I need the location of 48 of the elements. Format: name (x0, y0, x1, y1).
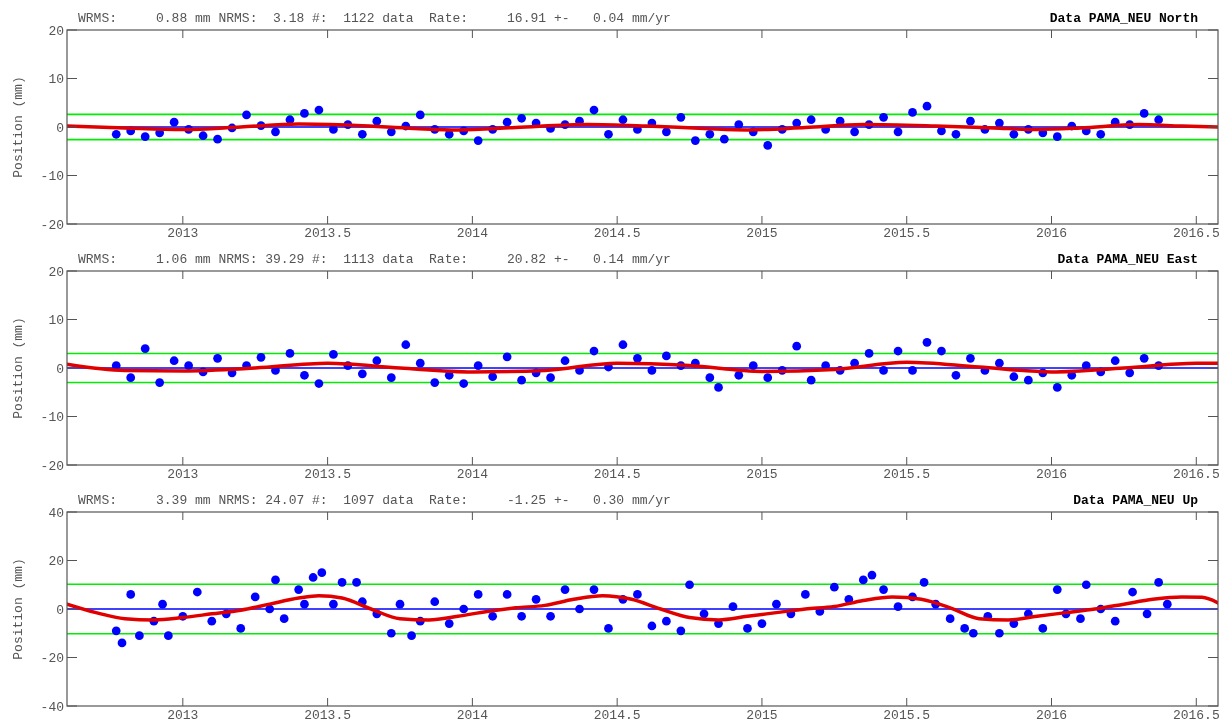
y-tick-label: -20 (40, 651, 64, 667)
x-tick-label: 2016.5 (1172, 708, 1220, 722)
x-tick-label: 2013.5 (304, 467, 352, 482)
y-tick-label: -10 (40, 410, 64, 426)
x-tick-label: 2016 (1035, 226, 1068, 241)
x-tick-label: 2014.5 (593, 708, 641, 722)
y-tick-label: 10 (48, 313, 64, 329)
x-tick-label: 2014 (456, 467, 489, 482)
x-tick-label: 2016.5 (1172, 467, 1220, 482)
y-tick-label: 20 (48, 23, 64, 39)
x-tick-label: 2013 (167, 708, 199, 722)
y-tick-label: 0 (56, 361, 64, 377)
chart-subtitle: WRMS: 0.88 mm NRMS: 3.18 #: 1122 data Rate: 16.91 +- 0.04 mm/yr (78, 11, 671, 26)
x-tick-label: 2016 (1035, 467, 1068, 482)
y-axis-title: Position (mm) (11, 317, 26, 419)
chart-title: Data PAMA_NEU North (1049, 11, 1199, 26)
x-tick-label: 2014 (456, 226, 489, 241)
y-tick-label: -40 (40, 699, 64, 715)
x-tick-label: 2015.5 (883, 226, 931, 241)
x-tick-label: 2015.5 (883, 467, 931, 482)
chart-subtitle: WRMS: 3.39 mm NRMS: 24.07 #: 1097 data Rate: -1.25 +- 0.30 mm/yr (78, 493, 671, 508)
y-tick-label: 40 (48, 505, 64, 521)
y-tick-label: -20 (40, 458, 64, 474)
x-tick-label: 2016 (1035, 708, 1068, 722)
x-tick-label: 2013 (167, 467, 199, 482)
x-tick-label: 2014.5 (593, 226, 641, 241)
x-tick-label: 2015.5 (883, 708, 931, 722)
x-tick-label: 2016.5 (1172, 226, 1220, 241)
x-tick-label: 2014 (456, 708, 489, 722)
x-tick-label: 2015 (746, 226, 778, 241)
chart-title: Data PAMA_NEU Up (1073, 493, 1199, 508)
chart-title: Data PAMA_NEU East (1057, 252, 1198, 267)
y-tick-label: 20 (48, 264, 64, 280)
x-tick-label: 2013 (167, 226, 199, 241)
x-tick-label: 2015 (746, 708, 778, 722)
y-tick-label: -20 (40, 217, 64, 233)
y-tick-label: -10 (40, 169, 64, 185)
y-axis-title: Position (mm) (11, 76, 26, 178)
x-tick-label: 2014.5 (593, 467, 641, 482)
y-tick-label: 0 (56, 120, 64, 136)
chart-subtitle: WRMS: 1.06 mm NRMS: 39.29 #: 1113 data Rate: 20.82 +- 0.14 mm/yr (78, 252, 671, 267)
x-tick-label: 2015 (746, 467, 778, 482)
y-tick-label: 0 (56, 602, 64, 618)
y-tick-label: 10 (48, 72, 64, 88)
x-tick-label: 2013.5 (304, 708, 352, 722)
y-tick-label: 20 (48, 554, 64, 570)
y-axis-title: Position (mm) (11, 558, 26, 660)
x-tick-label: 2013.5 (304, 226, 352, 241)
